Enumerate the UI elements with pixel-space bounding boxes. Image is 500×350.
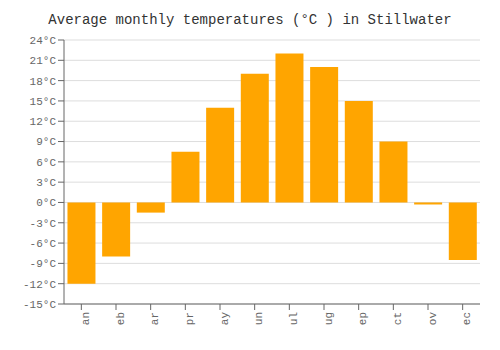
- svg-text:21°C: 21°C: [30, 55, 57, 67]
- svg-text:ay: ay: [219, 312, 231, 326]
- svg-text:ar: ar: [149, 312, 161, 325]
- svg-text:9°C: 9°C: [36, 136, 56, 148]
- svg-text:15°C: 15°C: [30, 96, 57, 108]
- svg-text:ov: ov: [427, 312, 439, 326]
- svg-text:ep: ep: [357, 312, 369, 325]
- svg-text:0°C: 0°C: [36, 197, 56, 209]
- html-text:Average monthly temperatures (: Average monthly temperatures (°C ) in St…: [48, 12, 452, 28]
- svg-text:3°C: 3°C: [36, 177, 56, 189]
- svg-text:-15°C: -15°C: [23, 299, 56, 311]
- svg-text:18°C: 18°C: [30, 76, 57, 88]
- svg-text:ct: ct: [392, 312, 404, 325]
- svg-text:24°C: 24°C: [30, 35, 57, 47]
- svg-text:ul: ul: [288, 312, 300, 325]
- svg-text:-12°C: -12°C: [23, 279, 56, 291]
- svg-text:pr: pr: [184, 312, 196, 325]
- svg-text:eb: eb: [115, 312, 127, 325]
- svg-text:ec: ec: [461, 312, 473, 325]
- svg-text:-3°C: -3°C: [30, 218, 57, 230]
- svg-text:-9°C: -9°C: [30, 258, 57, 270]
- svg-text:an: an: [80, 312, 92, 325]
- svg-text:ug: ug: [323, 312, 335, 325]
- svg-text:-6°C: -6°C: [30, 238, 57, 250]
- svg-text:6°C: 6°C: [36, 157, 56, 169]
- svg-text:12°C: 12°C: [30, 116, 57, 128]
- svg-text:un: un: [253, 312, 265, 325]
